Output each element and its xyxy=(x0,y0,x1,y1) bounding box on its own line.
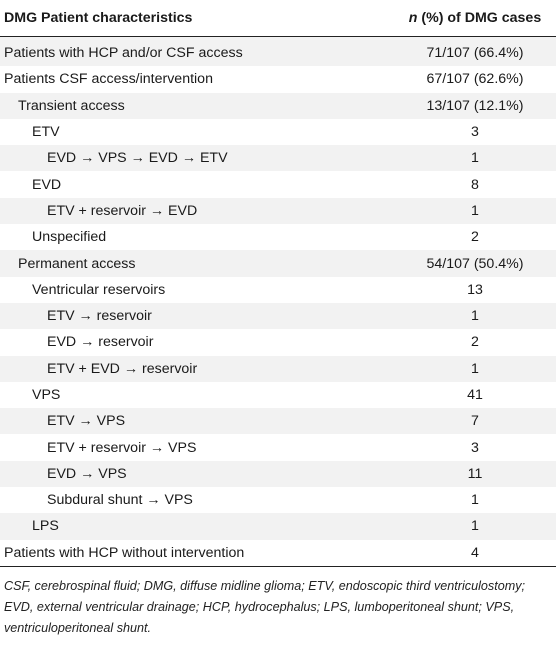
table-row: EVD → reservoir 2 xyxy=(0,329,556,355)
column-header-cases-rest: (%) of DMG cases xyxy=(417,10,542,26)
table-row: ETV + EVD → reservoir 1 xyxy=(0,355,556,382)
row-label: ETV + EVD → reservoir xyxy=(0,355,394,382)
row-value: 1 xyxy=(394,355,556,382)
table-row: ETV → VPS 7 xyxy=(0,408,556,435)
table-row: Transient access 13/107 (12.1%) xyxy=(0,92,556,119)
row-label: ETV → reservoir xyxy=(0,302,394,330)
table-row: Subdural shunt → VPS 1 xyxy=(0,487,556,513)
table-row: EVD → VPS → EVD → ETV 1 xyxy=(0,145,556,172)
table-row: EVD 8 xyxy=(0,171,556,197)
characteristics-table-container: DMG Patient characteristics n (%) of DMG… xyxy=(0,0,556,635)
row-label: EVD → VPS → EVD → ETV xyxy=(0,145,394,172)
row-label: Patients with HCP without intervention xyxy=(0,539,394,567)
table-row: Unspecified 2 xyxy=(0,224,556,250)
row-label: Ventricular reservoirs xyxy=(32,281,166,298)
row-value: 8 xyxy=(471,176,479,193)
row-value: 13 xyxy=(467,281,483,298)
row-label: Subdural shunt → VPS xyxy=(47,492,193,509)
table-row: ETV 3 xyxy=(0,119,556,145)
row-label: Transient access xyxy=(0,92,394,119)
row-value: 2 xyxy=(471,229,479,246)
table-body: Patients with HCP and/or CSF access 71/10… xyxy=(0,36,556,567)
table-row: ETV + reservoir → VPS 3 xyxy=(0,434,556,460)
row-label: ETV → VPS xyxy=(0,408,394,435)
row-label: ETV + reservoir → VPS xyxy=(47,439,197,456)
row-value: 2 xyxy=(471,334,479,351)
table-row: Patients with HCP and/or CSF access 71/10… xyxy=(0,36,556,67)
row-value: 41 xyxy=(467,387,483,403)
table-row: Ventricular reservoirs 13 xyxy=(0,277,556,303)
row-value: 1 xyxy=(394,145,556,172)
row-value: 1 xyxy=(394,513,556,540)
table-header-row: DMG Patient characteristics n (%) of DMG… xyxy=(0,0,556,37)
table-footnote: CSF, cerebrospinal fluid; DMG, diffuse m… xyxy=(4,578,525,635)
row-label: EVD xyxy=(32,176,62,193)
table-row: VPS 41 xyxy=(0,382,556,408)
row-label: Permanent access xyxy=(0,250,394,277)
row-value: 54/107 (50.4%) xyxy=(394,250,556,277)
row-label: LPS xyxy=(0,513,394,540)
table-row: LPS 1 xyxy=(0,513,556,540)
row-value: 1 xyxy=(471,492,479,509)
characteristics-table: DMG Patient characteristics n (%) of DMG… xyxy=(0,0,556,567)
row-value: 4 xyxy=(394,539,556,567)
column-header-n: n xyxy=(408,10,418,26)
table-row: Patients with HCP without intervention 4 xyxy=(0,539,556,567)
row-label: EVD → VPS xyxy=(0,460,394,488)
row-label: VPS xyxy=(32,387,61,403)
row-value: 67/107 (62.6%) xyxy=(426,71,524,88)
row-label: ETV + reservoir → EVD xyxy=(0,197,394,225)
row-label: EVD → reservoir xyxy=(47,334,154,351)
table-row: Permanent access 54/107 (50.4%) xyxy=(0,250,556,277)
column-header-cases: n (%) of DMG cases xyxy=(394,0,556,37)
row-label: ETV xyxy=(32,124,60,141)
row-value: 1 xyxy=(394,302,556,330)
table-row: ETV → reservoir 1 xyxy=(0,302,556,330)
row-label: Patients with HCP and/or CSF access xyxy=(0,36,394,67)
table-row: ETV + reservoir → EVD 1 xyxy=(0,197,556,225)
row-value: 7 xyxy=(394,408,556,435)
row-value: 1 xyxy=(394,197,556,225)
row-label: Unspecified xyxy=(32,229,107,246)
table-row: EVD → VPS 11 xyxy=(0,460,556,488)
row-value: 71/107 (66.4%) xyxy=(394,36,556,67)
row-value: 13/107 (12.1%) xyxy=(394,92,556,119)
table-row: Patients CSF access/intervention 67/107 (… xyxy=(0,66,556,92)
row-value: 3 xyxy=(471,124,479,141)
column-header-characteristics: DMG Patient characteristics xyxy=(0,0,394,37)
row-value: 11 xyxy=(394,460,556,488)
row-value: 3 xyxy=(471,439,479,456)
row-label: Patients CSF access/intervention xyxy=(4,71,213,88)
